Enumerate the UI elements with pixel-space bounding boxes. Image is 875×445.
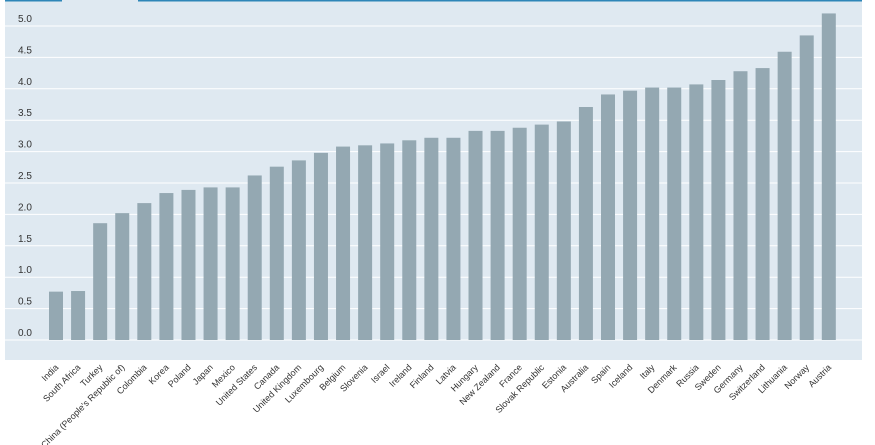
bar-latvia — [446, 137, 461, 340]
x-category-label: Finland — [408, 362, 436, 390]
bar-colombia — [137, 203, 152, 340]
bar-australia — [578, 107, 593, 340]
y-tick-label: 4.5 — [18, 45, 32, 56]
bar-new-zealand — [490, 130, 505, 340]
x-category-label: Austria — [806, 362, 833, 389]
y-tick-label: 3.0 — [18, 140, 32, 151]
bar-switzerland — [755, 68, 770, 340]
y-tick-label: 0.0 — [18, 328, 32, 339]
bar-slovak-republic — [534, 124, 549, 340]
bar-denmark — [667, 87, 682, 340]
y-tick-label: 1.5 — [18, 234, 32, 245]
bar-germany — [733, 71, 748, 340]
y-tick-label: 2.0 — [18, 202, 32, 213]
bar-russia — [689, 84, 704, 341]
bar-ireland — [402, 140, 417, 340]
bar-spain — [601, 94, 615, 340]
bar-china-people-s-republic-of — [115, 213, 130, 340]
y-tick-label: 0.5 — [18, 297, 32, 308]
y-tick-label: 1.0 — [18, 265, 32, 276]
y-tick-label: 2.5 — [18, 171, 32, 182]
bar-canada — [269, 166, 284, 340]
x-category-label: Norway — [782, 362, 811, 391]
bar-italy — [645, 87, 660, 340]
y-tick-label: 3.5 — [18, 108, 32, 119]
bar-poland — [181, 189, 196, 340]
y-tick-label: 4.0 — [18, 77, 32, 88]
x-category-label: Poland — [166, 362, 193, 389]
bar-sweden — [711, 80, 726, 340]
bar-lithuania — [777, 51, 792, 340]
bar-korea — [159, 193, 174, 340]
bar-belgium — [336, 146, 351, 340]
bar-japan — [203, 187, 218, 340]
bar-france — [512, 127, 527, 341]
bar-slovenia — [358, 145, 373, 340]
y-tick-label: 5.0 — [18, 14, 32, 25]
x-category-label: Italy — [638, 362, 657, 381]
bars — [49, 13, 836, 341]
y-axis-tick-labels: 0.0 0.5 1.0 1.5 2.0 2.5 3.0 3.5 4.0 4.5 5.0 — [18, 14, 32, 339]
bar-mexico — [225, 187, 240, 340]
bar-hungary — [468, 130, 483, 340]
bar-turkey — [93, 223, 108, 340]
bar-austria — [821, 13, 836, 340]
bar-south-africa — [71, 291, 86, 340]
bar-united-kingdom — [291, 160, 306, 340]
bar-israel — [380, 143, 395, 340]
x-category-label: Iceland — [607, 362, 635, 390]
bar-iceland — [623, 90, 638, 341]
bar-norway — [799, 35, 814, 341]
bar-luxembourg — [313, 152, 328, 340]
bar-united-states — [247, 175, 262, 340]
bar-estonia — [556, 121, 571, 341]
bar-finland — [424, 137, 439, 340]
bar-india — [49, 291, 63, 340]
